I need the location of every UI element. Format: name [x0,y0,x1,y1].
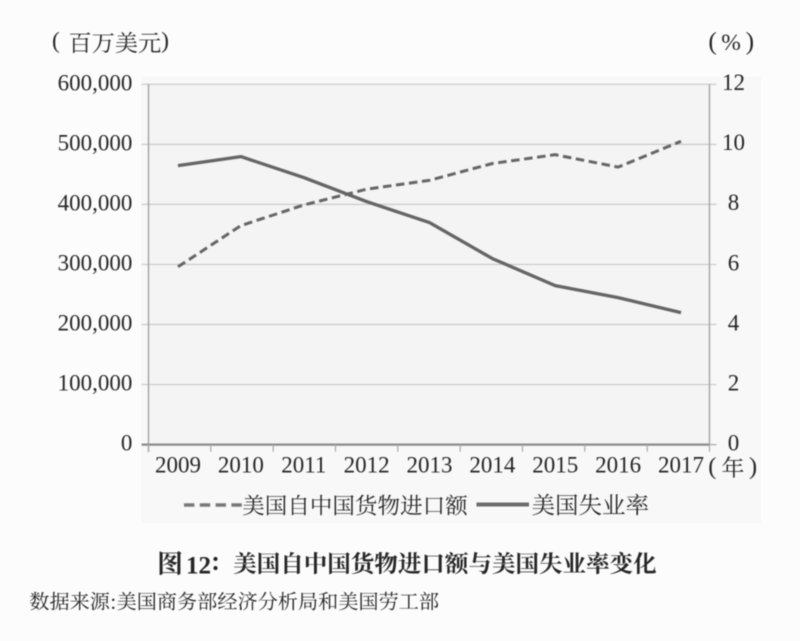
svg-text:2010: 2010 [218,452,264,477]
svg-text:%: % [721,30,741,56]
svg-text:2013: 2013 [407,452,453,477]
svg-text:2016: 2016 [595,452,641,477]
svg-text:8: 8 [728,190,740,215]
svg-text:200,000: 200,000 [58,311,133,336]
svg-text:600,000: 600,000 [58,70,133,95]
svg-text:2012: 2012 [344,452,390,477]
svg-text:12: 12 [722,70,745,95]
svg-text:2009: 2009 [155,452,201,477]
svg-text:): ) [746,28,754,56]
svg-text:2014: 2014 [469,452,516,477]
svg-text:2017: 2017 [658,452,704,477]
svg-text:2: 2 [728,370,740,395]
svg-text:2011: 2011 [281,452,326,477]
svg-text:500,000: 500,000 [58,130,133,155]
svg-text:12: 12 [186,552,211,579]
svg-text:(: ( [52,28,60,54]
svg-text:0: 0 [121,431,133,456]
svg-text:): ) [749,453,757,480]
svg-text:2015: 2015 [532,452,578,477]
svg-text:(: ( [708,28,716,56]
svg-text:100,000: 100,000 [58,371,133,396]
svg-text:6: 6 [728,250,740,275]
svg-text:(: ( [708,453,716,480]
svg-text:400,000: 400,000 [58,190,133,215]
svg-text:): ) [161,28,169,54]
svg-text:0: 0 [728,430,740,455]
svg-text:300,000: 300,000 [58,250,133,275]
svg-text:10: 10 [722,130,745,155]
svg-text:4: 4 [728,310,740,335]
